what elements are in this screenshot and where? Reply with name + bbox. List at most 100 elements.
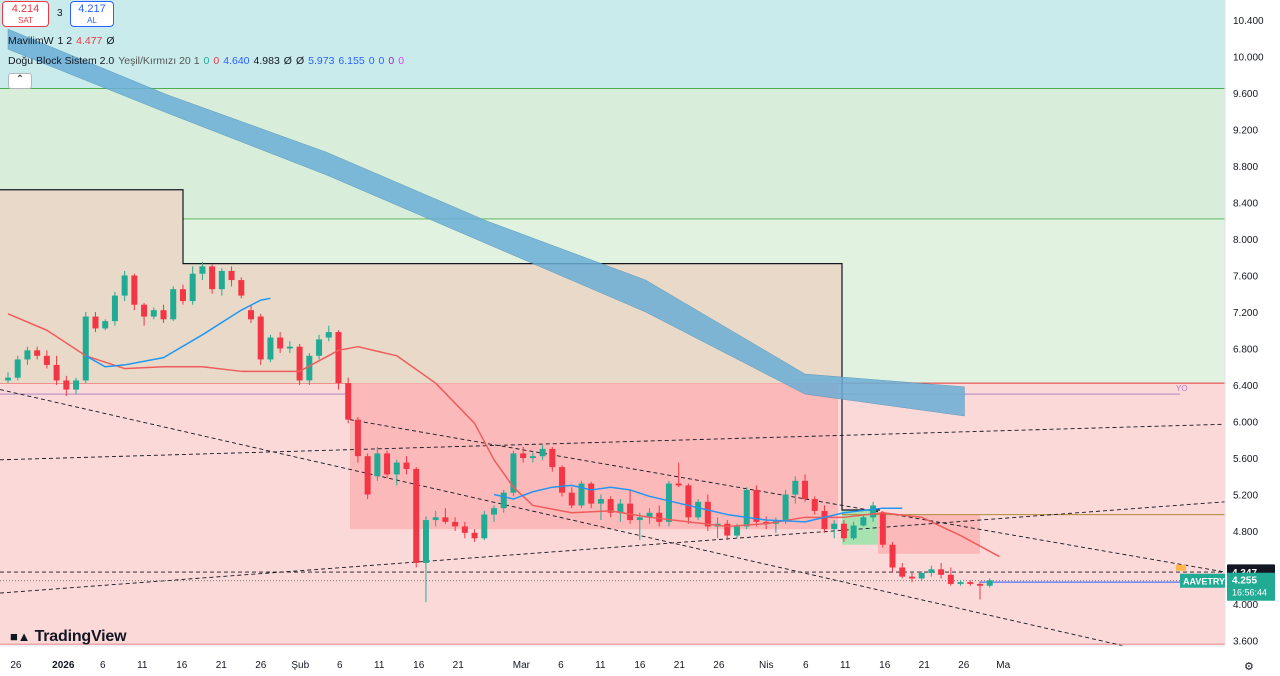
candle — [947, 567, 954, 586]
candle-body — [802, 480, 809, 500]
candle — [63, 375, 70, 396]
candle — [179, 284, 186, 305]
indicator-params: Yeşil/Kırmızı 20 1 — [118, 55, 200, 67]
candle — [578, 480, 585, 509]
candle — [928, 565, 935, 577]
candle — [967, 580, 974, 586]
candle-body — [646, 512, 653, 518]
legend-mavilimw[interactable]: MavilimW 1 2 4.477 Ø — [8, 35, 119, 47]
candle-body — [248, 310, 254, 320]
y-tick-label: 10.400 — [1233, 16, 1264, 27]
blue-band-area — [7, 28, 965, 417]
candle — [471, 529, 478, 542]
candle — [335, 330, 342, 390]
x-tick-label: 11 — [840, 660, 851, 671]
y-tick-label: 8.400 — [1233, 199, 1258, 210]
block-outline — [0, 189, 880, 511]
candle-body — [899, 567, 906, 577]
candle — [802, 474, 809, 502]
indicator-value: 6.155 — [338, 55, 365, 67]
candle — [656, 505, 663, 527]
chevron-up-icon[interactable]: ⌃ — [8, 73, 32, 89]
x-tick-label: 26 — [255, 660, 267, 671]
indicator-value: Ø — [295, 55, 305, 67]
candle — [354, 416, 361, 463]
x-tick-label: 16 — [176, 660, 188, 671]
indicator-value: 0 — [378, 55, 385, 67]
y-tick-label: 9.200 — [1233, 126, 1258, 137]
y-tick-label: 6.400 — [1233, 381, 1258, 392]
countdown-label: 16:56:44 — [1232, 588, 1267, 598]
candle-body — [811, 499, 818, 511]
candle — [510, 450, 517, 497]
candle-body — [821, 510, 828, 530]
candle-body — [228, 270, 235, 281]
indicator-value: 0 — [388, 55, 395, 67]
candle-body — [559, 467, 566, 493]
x-tick-label: 16 — [879, 660, 891, 671]
x-tick-label: 6 — [337, 660, 343, 671]
zone-label: YO — [1176, 384, 1188, 393]
buy-button[interactable]: 4.217 AL — [70, 1, 114, 27]
candle — [782, 489, 789, 524]
candle — [500, 489, 507, 513]
x-tick-label: 26 — [713, 660, 725, 671]
candle — [559, 465, 566, 497]
candle-body — [918, 572, 925, 579]
block-zone — [350, 383, 838, 530]
candle-body — [704, 501, 711, 527]
candle — [296, 343, 303, 385]
gear-icon[interactable]: ⚙ — [1244, 661, 1254, 673]
blue-band — [7, 28, 965, 417]
candle-body — [43, 355, 50, 365]
candle — [665, 480, 672, 527]
candle — [860, 514, 867, 527]
candle — [704, 494, 711, 531]
indicator-value: 0 — [203, 55, 210, 67]
candle — [695, 499, 702, 521]
candle — [908, 572, 915, 583]
indicator-value: 0 — [398, 55, 405, 67]
candle-body — [870, 505, 877, 518]
candle-body — [442, 517, 449, 522]
candle-body — [792, 480, 799, 495]
candle — [14, 355, 21, 381]
candle-body — [607, 499, 614, 513]
candle-body — [986, 580, 993, 586]
candle-body — [860, 517, 867, 526]
trend-line — [0, 501, 1226, 594]
candle-body — [743, 489, 750, 527]
candle-body — [209, 266, 216, 290]
price-axis[interactable]: 10.400 10.000 9.600 9.200 8.800 8.400 8.000 7.6… — [1224, 0, 1280, 676]
candle — [316, 334, 323, 360]
candle-body — [141, 304, 148, 317]
indicator-value: 4.477 — [76, 35, 103, 47]
candle — [743, 487, 750, 530]
candle-body — [636, 517, 643, 521]
indicator-value: 0 — [213, 55, 220, 67]
candle — [957, 580, 964, 586]
candle — [209, 264, 216, 294]
candle-body — [131, 275, 138, 305]
candle-body — [345, 383, 352, 420]
sell-button[interactable]: 4.214 SAT — [2, 1, 49, 27]
candle-body — [471, 532, 478, 539]
candle-body — [685, 485, 692, 518]
candle — [238, 277, 245, 299]
x-tick-label: 16 — [634, 660, 646, 671]
indicator-extra: Ø — [106, 35, 115, 47]
candle-body — [850, 525, 857, 539]
candle — [82, 312, 89, 384]
candle-body — [529, 456, 536, 458]
zone-top — [0, 0, 1225, 89]
y-tick-label: 5.600 — [1233, 454, 1258, 465]
x-tick-label: 6 — [100, 660, 106, 671]
candle — [899, 562, 906, 579]
candle — [111, 291, 118, 326]
candle-body — [831, 523, 838, 530]
time-axis[interactable]: 26 2026 6 11 16 21 26 Şub 6 11 16 21 Mar 6 11 16 21 26 Nis… — [0, 645, 1225, 676]
x-tick-label: 26 — [10, 660, 22, 671]
